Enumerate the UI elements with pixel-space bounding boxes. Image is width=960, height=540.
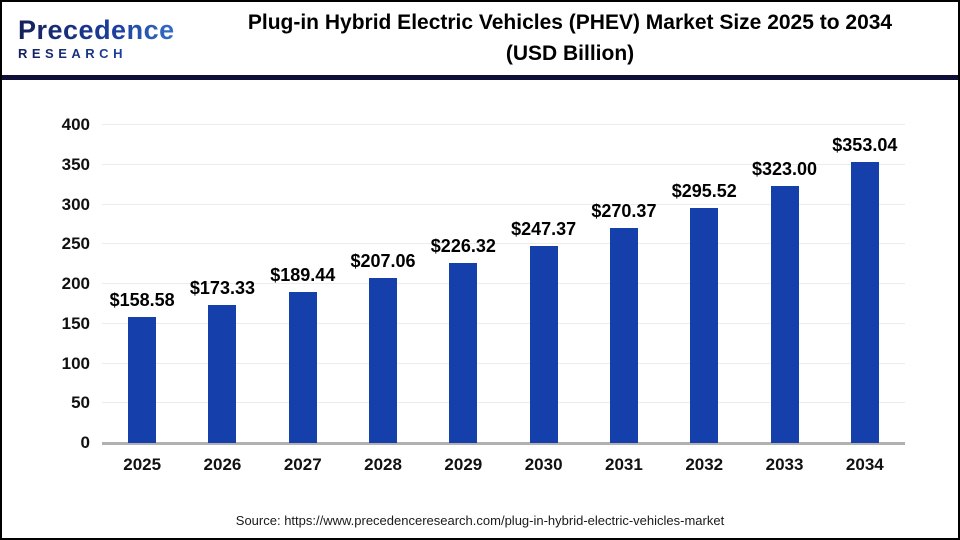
bar-value-label-2028: $207.06 [350,251,416,272]
x-tick-2031: 2031 [605,455,643,474]
x-tick-2030: 2030 [524,455,563,474]
bar-2034 [850,162,879,443]
bar-2026 [208,305,237,443]
x-tick-2028: 2028 [364,455,402,474]
bar-2033 [770,186,799,443]
gridline-250 [102,243,905,245]
bar-value-label-2034: $353.04 [832,135,898,156]
bar-group-2027: $189.44 [263,125,343,443]
y-tick-150: 150 [61,313,90,333]
x-axis-baseline [102,442,905,445]
x-axis-labels: 2025 2026 2027 2028 2029 2030 2031 2032 2033 2034 [102,455,905,475]
bar-value-label-2030: $247.37 [511,219,577,240]
y-tick-400: 400 [61,115,90,134]
y-tick-300: 300 [61,194,90,214]
x-tick-2025: 2025 [123,455,162,474]
bar-2027 [288,292,317,443]
gridline-350 [102,163,905,165]
x-tick-2026: 2026 [203,455,242,474]
y-tick-350: 350 [61,154,90,174]
chart-title-line2: (USD Billion) [505,41,635,65]
y-tick-0: 0 [80,433,90,452]
x-tick-2034: 2034 [845,455,884,474]
bar-value-label-2029: $226.32 [430,236,496,257]
x-tick-2029: 2029 [444,455,483,474]
bars: $158.58 $173.33 $189.44 $207.06 $226.32 $247.… [102,125,905,443]
source-text: Source: https://www.precedenceresearch.c… [235,513,725,528]
bar-value-label-2031: $270.37 [591,201,657,222]
bar-group-2031: $270.37 [584,125,664,443]
plot-area: $158.58 $173.33 $189.44 $207.06 $226.32 $247.… [62,115,905,452]
bar-group-2032: $295.52 [664,125,744,443]
logo-wordmark: Precedence [18,17,198,44]
gridline-150 [102,322,905,324]
bar-value-label-2033: $323.00 [751,159,818,180]
bar-value-label-2032: $295.52 [671,181,737,202]
bar-2028 [369,278,398,443]
bar-group-2029: $226.32 [423,125,503,443]
bar-2025 [128,316,157,443]
bar-2032 [690,208,719,443]
bar-value-label-2026: $173.33 [189,278,255,299]
bar-group-2033: $323.00 [744,125,824,443]
chart-title-line1: Plug-in Hybrid Electric Vehicles (PHEV) … [247,11,893,35]
gridline-400 [102,124,905,125]
bar-group-2025: $158.58 [102,125,182,443]
y-tick-200: 200 [61,274,90,293]
bar-2030 [529,246,558,443]
chart-title: Plug-in Hybrid Electric Vehicles (PHEV) … [198,8,948,69]
y-tick-100: 100 [61,353,90,373]
gridline-100 [102,362,905,364]
bar-group-2030: $247.37 [503,125,583,443]
bar-2029 [449,263,478,443]
x-tick-2032: 2032 [685,455,724,474]
bar-group-2026: $173.33 [182,125,262,443]
gridline-50 [102,402,905,404]
x-tick-2027: 2027 [283,455,322,474]
gridline-200 [102,283,905,284]
bar-group-2034: $353.04 [825,125,905,443]
y-tick-50: 50 [71,393,90,413]
bar-group-2028: $207.06 [343,125,423,443]
logo-subtitle: RESEARCH [18,47,198,60]
precedence-research-logo: Precedence RESEARCH [18,17,198,61]
y-tick-250: 250 [61,234,90,254]
x-tick-2033: 2033 [765,455,804,474]
gridline-300 [102,203,905,205]
bar-2031 [609,228,638,443]
header: Precedence RESEARCH Plug-in Hybrid Elect… [2,2,958,80]
bar-value-label-2027: $189.44 [270,265,336,286]
bar-value-label-2025: $158.58 [109,289,175,310]
